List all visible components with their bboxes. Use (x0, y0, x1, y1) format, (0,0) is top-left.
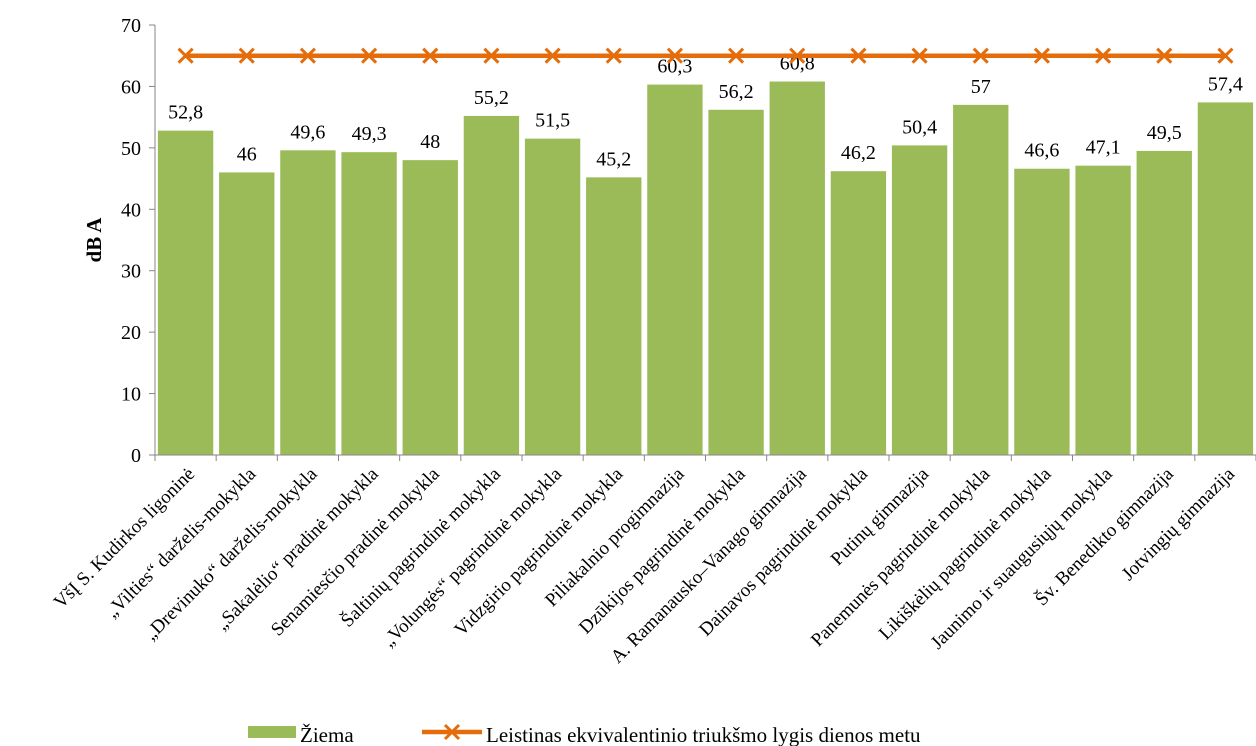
y-axis-title: dB A (82, 217, 106, 263)
y-tick-label: 0 (131, 445, 141, 467)
y-tick-label: 50 (121, 138, 141, 160)
limit-line-marker (361, 47, 378, 64)
bar-data-label: 46 (237, 143, 257, 165)
bar-data-label: 49,5 (1147, 122, 1182, 144)
bar (708, 109, 764, 456)
bar (769, 81, 825, 455)
limit-line-marker (177, 47, 194, 64)
bar-data-labels: 52,8 46 49,6 49,3 48 55,2 51,5 45,2 60,3 56,2 60,8… (168, 53, 1243, 171)
legend-swatch-marker (443, 723, 461, 741)
limit-line-marker (238, 47, 255, 64)
bar-data-label: 50,4 (902, 116, 937, 138)
legend-label-line: Leistinas ekvivalentinio triukšmo lygis … (486, 723, 921, 746)
bar-data-label: 55,2 (474, 87, 509, 109)
bar-data-label: 52,8 (168, 102, 203, 124)
bar-data-label: 47,1 (1086, 137, 1121, 159)
bar-data-label: 46,2 (841, 142, 876, 164)
bar (463, 115, 520, 456)
bar (1197, 102, 1254, 456)
bar (1136, 150, 1192, 455)
limit-line-marker (299, 47, 316, 64)
bar-data-label: 56,2 (719, 81, 754, 103)
limit-line-series (177, 47, 1234, 64)
bar-data-label: 60,8 (780, 53, 815, 75)
bar (953, 104, 1009, 455)
bar-data-label: 51,5 (535, 110, 570, 132)
limit-line-marker (1095, 47, 1112, 64)
y-tick-label: 20 (121, 322, 141, 344)
legend-swatch-bar (248, 726, 296, 738)
y-tick-label: 60 (121, 76, 141, 98)
y-tick-label: 30 (121, 261, 141, 283)
bar (402, 160, 458, 455)
bar-data-label: 49,3 (352, 123, 387, 145)
x-tick-label: Jotvingių gimnazija (1118, 463, 1240, 585)
bar (157, 130, 214, 455)
limit-line-marker (483, 47, 500, 64)
bar (586, 177, 642, 456)
limit-line-marker (422, 47, 439, 64)
limit-line-marker (1033, 47, 1050, 64)
limit-line-marker (789, 47, 806, 64)
bar (830, 171, 887, 455)
bar (647, 84, 703, 455)
limit-line-marker (911, 47, 928, 64)
bar (524, 138, 581, 455)
bar-data-label: 45,2 (596, 148, 631, 170)
bar (1075, 165, 1131, 455)
bar-data-label: 46,6 (1024, 140, 1059, 162)
x-axis: VšĮ S. Kudirkos ligoninė„Vilties“ daržel… (50, 454, 1256, 668)
bar-data-label: 49,6 (290, 121, 325, 143)
legend: Žiema Leistinas ekvivalentinio triukšmo l… (248, 723, 921, 746)
limit-line-marker (544, 47, 561, 64)
limit-line-marker (666, 47, 683, 64)
limit-line-marker (850, 47, 867, 64)
bar (891, 145, 948, 455)
bar (341, 152, 397, 455)
bar-series (157, 81, 1254, 456)
limit-line-marker (1217, 47, 1234, 64)
bar (1014, 168, 1070, 455)
y-axis-label: dB A (82, 217, 106, 263)
y-axis: 0 10 20 30 40 50 60 70 (121, 15, 156, 467)
limit-line-marker (605, 47, 622, 64)
bar-data-label: 57 (971, 76, 991, 98)
bar-data-label: 48 (420, 131, 440, 153)
bar-data-label: 60,3 (657, 56, 692, 78)
limit-line-marker (1156, 47, 1173, 64)
bar-data-label: 57,4 (1208, 73, 1243, 95)
y-tick-label: 10 (121, 384, 141, 406)
limit-line-marker (972, 47, 989, 64)
bar (280, 150, 336, 456)
limit-line-marker (728, 47, 745, 64)
legend-label-bar: Žiema (300, 723, 354, 746)
bar (219, 172, 275, 455)
y-tick-label: 70 (121, 15, 141, 37)
y-tick-label: 40 (121, 199, 141, 221)
